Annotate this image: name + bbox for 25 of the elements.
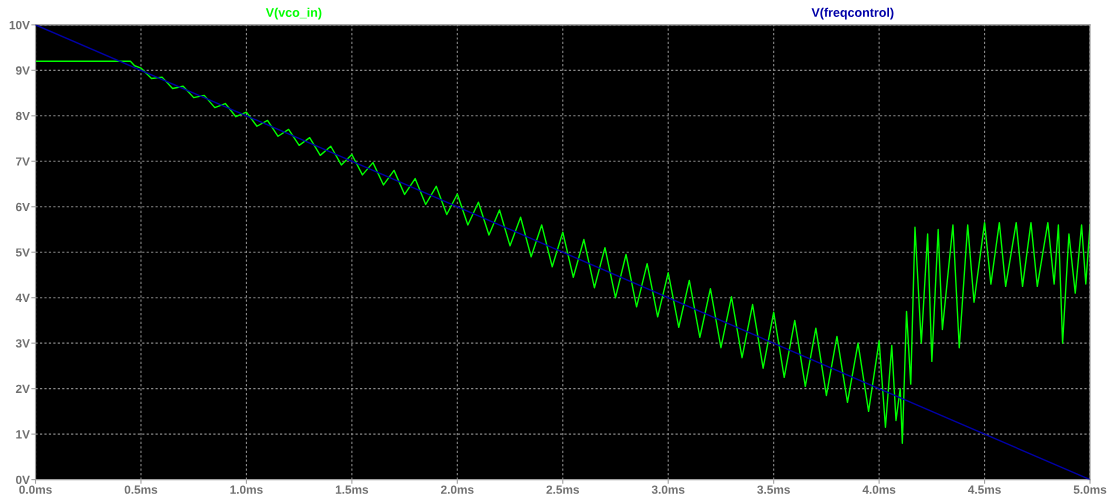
y-tick-label: 2V [15, 384, 30, 393]
y-tick-label: 10V [9, 20, 30, 30]
y-tick-label: 0V [15, 475, 30, 484]
x-tick-label: 3.5ms [757, 485, 790, 494]
x-tick-label: 4.5ms [968, 485, 1001, 494]
x-tick-label: 1.5ms [335, 485, 369, 494]
line-series [35, 60, 1091, 444]
y-tick-label: 9V [15, 66, 30, 75]
y-tick-label: 5V [15, 248, 30, 257]
y-tick-label: 4V [15, 293, 30, 302]
x-tick-label: 1.0ms [230, 485, 263, 494]
x-tick-label: 2.5ms [546, 485, 580, 494]
y-tick-label: 7V [16, 157, 30, 166]
text: V(vco_in) [265, 7, 322, 20]
y-tick-label: 1V [16, 430, 30, 439]
y-tick-label: 6V [15, 202, 30, 212]
x-tick-label: 0.0ms [19, 485, 52, 494]
x-tick-label: 4.0ms [862, 485, 896, 494]
x-tick-label: 5.0ms [1073, 485, 1107, 494]
y-tick-label: 3V [15, 339, 30, 348]
x-tick-label: 0.5ms [124, 485, 158, 494]
text: V(freqcontrol) [811, 7, 894, 20]
x-tick-label: 2.0ms [440, 485, 474, 494]
x-tick-label: 3.0ms [651, 485, 685, 494]
y-tick-label: 8V [15, 111, 30, 121]
